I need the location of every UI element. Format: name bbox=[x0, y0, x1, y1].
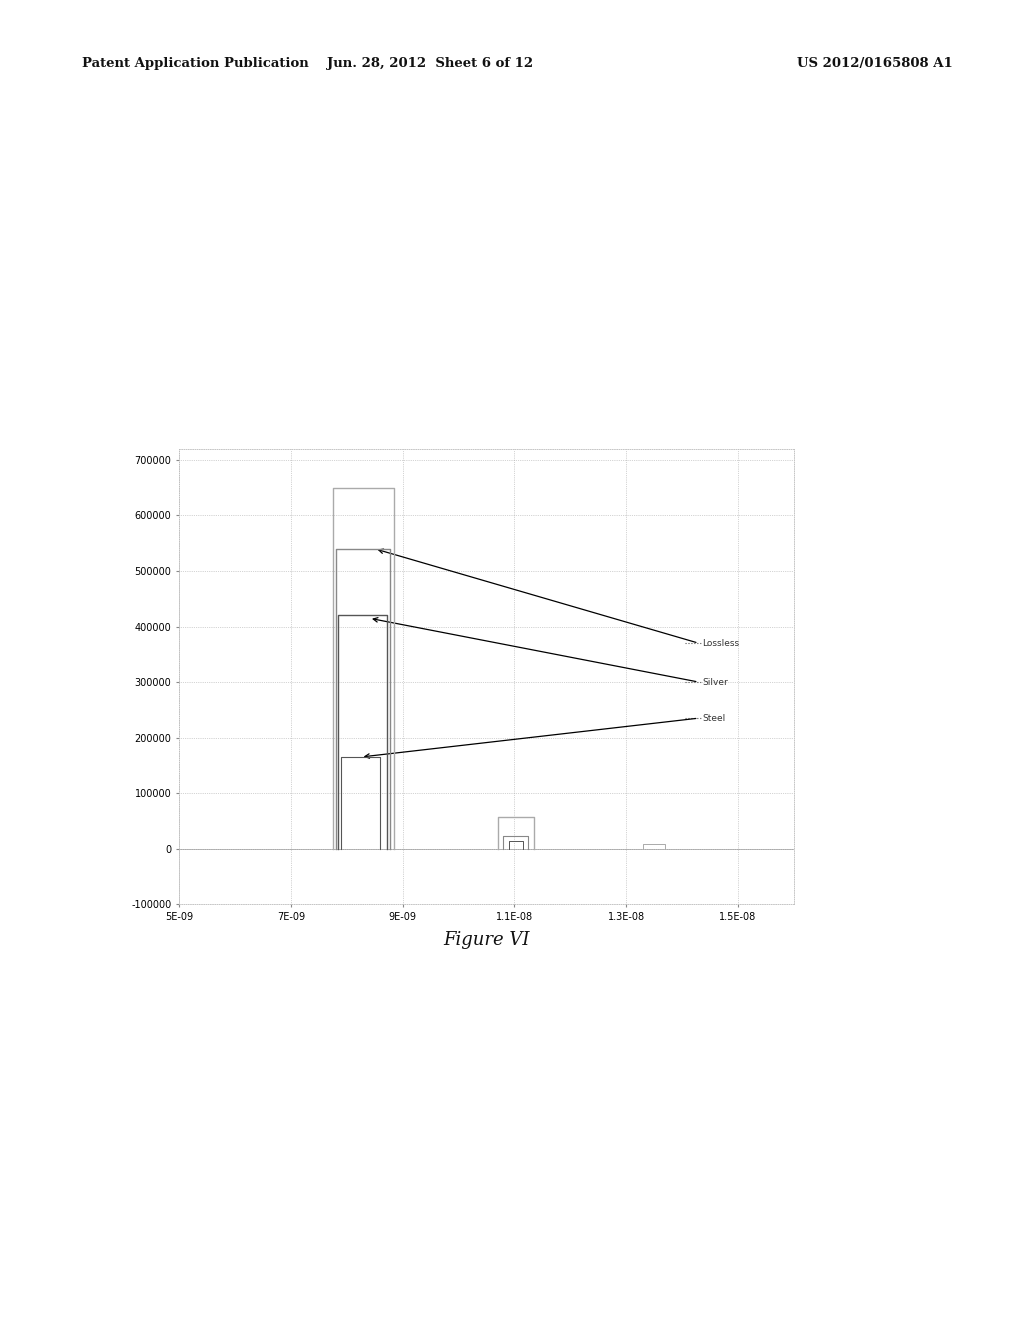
Text: Lossless: Lossless bbox=[702, 639, 739, 648]
Text: Jun. 28, 2012  Sheet 6 of 12: Jun. 28, 2012 Sheet 6 of 12 bbox=[327, 57, 534, 70]
Text: Patent Application Publication: Patent Application Publication bbox=[82, 57, 308, 70]
Text: Figure VI: Figure VI bbox=[443, 931, 529, 949]
Text: US 2012/0165808 A1: US 2012/0165808 A1 bbox=[797, 57, 952, 70]
Text: Steel: Steel bbox=[702, 714, 726, 722]
Text: Silver: Silver bbox=[702, 677, 728, 686]
